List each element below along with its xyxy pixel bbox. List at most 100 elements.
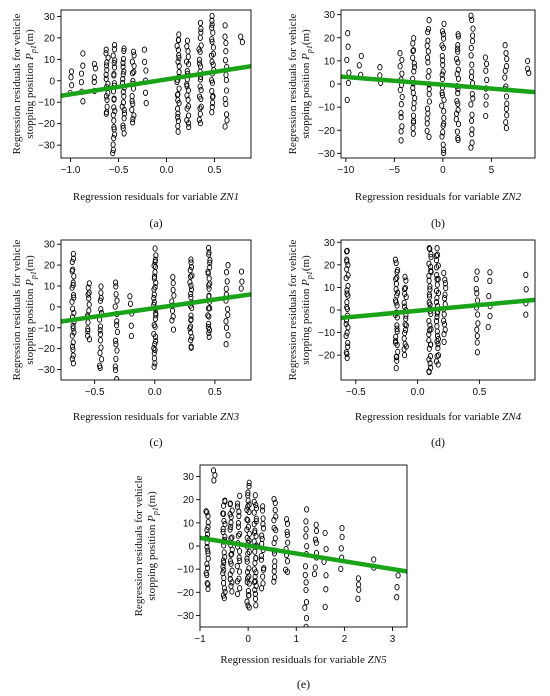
data-point: [207, 264, 213, 271]
data-point: [151, 330, 157, 338]
data-point: [455, 59, 461, 66]
data-point: [222, 57, 229, 64]
data-point: [224, 117, 230, 124]
data-point: [209, 77, 215, 84]
data-point: [103, 71, 109, 78]
y-tick-label: −20: [38, 344, 55, 355]
scatter-panel-4: −0.5 0.0 0.5 −20 −10 0 10 20 30 Regression residu…: [287, 238, 536, 449]
data-point: [469, 130, 475, 138]
data-point: [427, 245, 433, 253]
data-point: [97, 331, 104, 338]
data-points: [67, 12, 245, 157]
data-point: [411, 63, 418, 71]
data-point: [424, 120, 430, 127]
data-point: [198, 25, 204, 32]
data-point: [228, 523, 234, 530]
data-point: [440, 61, 446, 69]
data-point: [260, 503, 266, 510]
data-point: [338, 545, 344, 552]
data-point: [112, 64, 118, 71]
x-tick-label: 0.0: [160, 165, 174, 176]
data-point: [411, 68, 417, 75]
data-point: [120, 59, 126, 67]
data-point: [68, 68, 75, 75]
data-point: [236, 575, 242, 582]
data-point: [175, 117, 181, 125]
data-point: [399, 70, 405, 77]
y-tick-label: −10: [177, 565, 194, 576]
data-point: [209, 87, 215, 95]
data-point: [174, 42, 180, 50]
data-point: [343, 349, 349, 356]
data-point: [114, 322, 120, 329]
data-point: [251, 566, 257, 573]
data-point: [284, 528, 290, 536]
data-point: [204, 580, 210, 587]
data-point: [112, 41, 118, 49]
data-point: [344, 96, 350, 104]
y-tick-label: −20: [318, 126, 335, 137]
data-point: [142, 89, 149, 96]
data-point: [344, 256, 350, 263]
data-point: [244, 558, 250, 565]
data-point: [229, 507, 235, 514]
data-point: [110, 52, 116, 59]
data-point: [468, 12, 474, 19]
data-point: [229, 550, 235, 558]
data-point: [322, 603, 328, 611]
data-point: [425, 59, 431, 66]
y-axis-label-line2: stopping position Pp1(m): [300, 255, 314, 365]
data-point: [129, 70, 136, 77]
data-point: [152, 256, 158, 263]
data-point: [474, 339, 480, 346]
data-point: [523, 271, 529, 279]
data-point: [245, 492, 251, 499]
data-point: [188, 343, 194, 350]
data-point: [209, 36, 215, 43]
data-point: [170, 286, 176, 294]
data-point: [323, 586, 329, 593]
data-point: [85, 332, 91, 339]
data-point: [110, 141, 116, 148]
data-point: [440, 141, 446, 148]
data-points: [344, 12, 532, 156]
data-point: [98, 289, 104, 296]
data-point: [441, 149, 447, 156]
data-point: [222, 123, 228, 130]
data-point: [71, 309, 77, 317]
data-point: [252, 548, 258, 555]
data-point: [253, 505, 259, 512]
data-point: [304, 506, 310, 513]
data-point: [504, 100, 510, 107]
data-point: [186, 123, 192, 131]
data-point: [188, 323, 194, 330]
data-point: [129, 106, 135, 113]
data-point: [210, 50, 216, 58]
data-point: [441, 321, 448, 328]
data-point: [470, 32, 476, 39]
data-point: [253, 555, 259, 562]
data-point: [170, 279, 176, 287]
data-point: [469, 111, 475, 118]
data-point: [197, 83, 203, 90]
x-tick-label: 0: [440, 165, 446, 176]
y-axis-label-line2: stopping position Pp1(m): [300, 29, 314, 139]
y-tick-label: −10: [38, 98, 55, 109]
data-point: [454, 70, 460, 78]
data-point: [410, 47, 417, 54]
data-point: [252, 590, 258, 598]
data-point: [221, 579, 227, 587]
y-tick-label: −20: [177, 588, 194, 599]
data-point: [197, 34, 203, 41]
y-tick-label: 30: [44, 240, 56, 251]
data-point: [425, 48, 431, 55]
data-point: [441, 269, 447, 277]
data-point: [439, 28, 445, 35]
y-axis-label-line1: Regression residuals for vehicle: [11, 239, 23, 380]
data-point: [271, 524, 277, 532]
data-point: [259, 535, 265, 543]
y-tick-label: −30: [38, 365, 55, 376]
data-point: [323, 572, 329, 579]
x-tick-label: 1: [293, 634, 299, 645]
